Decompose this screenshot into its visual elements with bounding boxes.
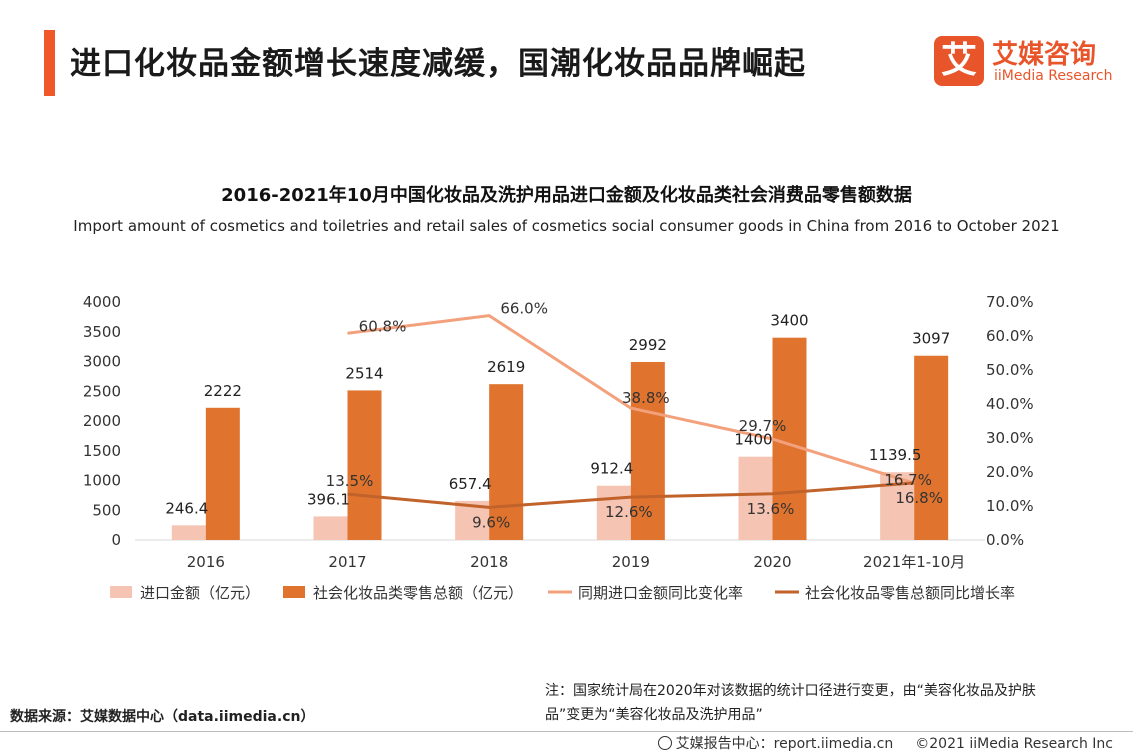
retail-growth-line xyxy=(347,481,915,509)
globe-icon xyxy=(657,736,672,750)
legend-label: 社会化妆品零售总额同比增长率 xyxy=(805,584,1015,602)
x-tick-label: 2021年1-10月 xyxy=(863,553,965,571)
import-growth-label: 29.7% xyxy=(739,417,787,435)
y-left-tick-label: 3500 xyxy=(83,323,121,341)
data-source: 数据来源：艾媒数据中心（data.iimedia.cn） xyxy=(10,709,315,725)
y-left-tick-label: 4000 xyxy=(83,293,121,311)
import-amount-label: 912.4 xyxy=(590,460,633,478)
import-amount-label: 246.4 xyxy=(165,499,208,517)
y-right-tick-label: 0.0% xyxy=(986,531,1024,549)
retail-growth-label: 13.6% xyxy=(747,500,795,518)
data-note: 注：国家统计局在2020年对该数据的统计口径进行变更，由“美容化妆品及护肤品”变… xyxy=(545,683,1036,723)
y-right-tick-label: 30.0% xyxy=(986,429,1034,447)
x-tick-label: 2020 xyxy=(753,553,791,571)
import-amount-bar xyxy=(313,516,348,540)
retail-sales-bar xyxy=(772,337,807,540)
retail-growth-label: 12.6% xyxy=(605,503,653,521)
import-growth-label: 66.0% xyxy=(500,300,548,318)
y-left-tick-label: 1500 xyxy=(83,442,121,460)
import-amount-label: 1400 xyxy=(734,431,772,449)
y-right-tick-label: 70.0% xyxy=(986,293,1034,311)
retail-growth-label: 16.8% xyxy=(895,489,943,507)
y-right-tick-label: 60.0% xyxy=(986,327,1034,345)
x-tick-label: 2019 xyxy=(612,553,650,571)
retail-sales-bar xyxy=(489,384,524,540)
import-amount-bar xyxy=(171,525,206,540)
retail-sales-label: 2222 xyxy=(204,382,242,400)
title-accent-bar xyxy=(44,30,55,96)
import-growth-line xyxy=(347,314,915,485)
legend-swatch xyxy=(110,586,132,598)
legend-swatch xyxy=(283,586,305,598)
iimedia-logo: 艾 艾媒咨询 iiMedia Research xyxy=(934,34,1114,90)
y-left-tick-label: 500 xyxy=(92,501,121,519)
footer-report[interactable]: 艾媒报告中心：report.iimedia.cn xyxy=(675,736,894,752)
y-left-tick-label: 2500 xyxy=(83,382,121,400)
logo-cn-text: 艾媒咨询 xyxy=(992,40,1097,70)
import-growth-label: 60.8% xyxy=(359,317,407,335)
y-right-tick-label: 50.0% xyxy=(986,361,1034,379)
retail-sales-bar xyxy=(914,355,949,540)
y-left-tick-label: 3000 xyxy=(83,353,121,371)
retail-sales-label: 3400 xyxy=(770,312,808,330)
legend-label: 社会化妆品类零售总额（亿元） xyxy=(313,584,523,602)
y-right-tick-label: 40.0% xyxy=(986,395,1034,413)
retail-sales-bar xyxy=(205,407,240,540)
retail-growth-label: 9.6% xyxy=(472,513,510,531)
x-tick-label: 2017 xyxy=(328,553,366,571)
footer-divider xyxy=(0,731,1133,732)
import-amount-label: 396.1 xyxy=(307,490,350,508)
logo-en-text: iiMedia Research xyxy=(994,68,1113,84)
y-left-tick-label: 1000 xyxy=(83,472,121,490)
retail-sales-label: 2619 xyxy=(487,358,525,376)
legend-label: 同期进口金额同比变化率 xyxy=(578,584,743,602)
footer: 艾媒报告中心：report.iimedia.cn ©2021 iiMedia Re… xyxy=(657,733,1113,753)
import-amount-label: 657.4 xyxy=(449,475,492,493)
y-right-tick-label: 10.0% xyxy=(986,497,1034,515)
legend-label: 进口金额（亿元） xyxy=(140,584,260,602)
y-left-tick-label: 2000 xyxy=(83,412,121,430)
retail-sales-bar xyxy=(347,390,382,540)
chart-subtitle: Import amount of cosmetics and toiletrie… xyxy=(73,217,1060,235)
import-amount-bar xyxy=(738,456,773,540)
y-left-tick-label: 0 xyxy=(111,531,121,549)
footer-copyright: ©2021 iiMedia Research Inc xyxy=(915,736,1113,752)
page-title: 进口化妆品金额增长速度减缓，国潮化妆品品牌崛起 xyxy=(70,46,806,82)
logo-mark-icon: 艾 xyxy=(934,36,984,86)
import-amount-bar xyxy=(596,485,631,540)
import-growth-label: 38.8% xyxy=(622,389,670,407)
x-tick-label: 2016 xyxy=(187,553,225,571)
retail-sales-label: 2514 xyxy=(345,364,383,382)
import-growth-label: 16.7% xyxy=(884,471,932,489)
x-tick-label: 2018 xyxy=(470,553,508,571)
retail-sales-bar xyxy=(630,361,665,540)
y-right-tick-label: 20.0% xyxy=(986,463,1034,481)
chart-title: 2016-2021年10月中国化妆品及洗护用品进口金额及化妆品类社会消费品零售额… xyxy=(221,185,912,206)
retail-sales-label: 3097 xyxy=(912,330,950,348)
retail-growth-label: 13.5% xyxy=(326,472,374,490)
import-amount-label: 1139.5 xyxy=(869,446,922,464)
retail-sales-label: 2992 xyxy=(629,336,667,354)
